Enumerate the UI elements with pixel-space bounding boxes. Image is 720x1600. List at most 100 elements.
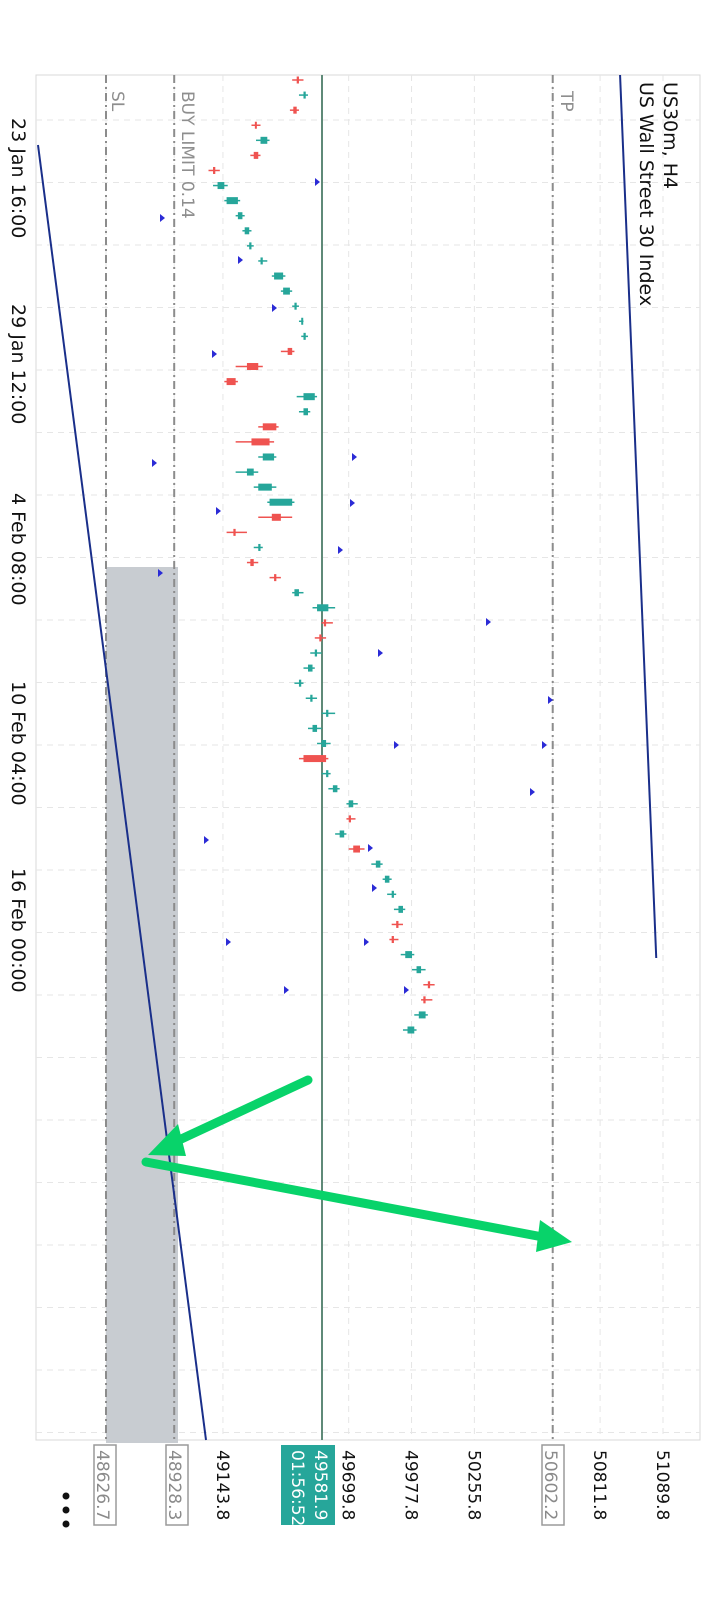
candle (235, 438, 275, 446)
x-axis-tick-label: 29 Jan 12:00 (7, 304, 29, 424)
candle (312, 604, 336, 612)
fractal-marker (378, 649, 383, 657)
fractal-marker (338, 546, 343, 554)
candle (269, 574, 281, 582)
candle (258, 513, 293, 521)
fractal-marker (530, 788, 535, 796)
axes: 49143.8 49699.8 49977.8 50255.8 50811.8 51089… (7, 118, 672, 1520)
candle (391, 920, 403, 928)
candle (400, 951, 415, 959)
candle (246, 559, 259, 567)
candle (251, 121, 261, 129)
fractal-marker (372, 884, 377, 892)
candle (255, 136, 270, 144)
drawn-arrow-up[interactable] (141, 1157, 572, 1252)
buy-limit-price-label: 48928.3 (164, 1450, 184, 1520)
candle (303, 664, 315, 672)
lower-trendline[interactable] (37, 144, 207, 1441)
symbol-description: US Wall Street 30 Index (635, 82, 657, 306)
candle (250, 151, 261, 159)
current-price-tag: 49581.9 01:56:52 (281, 1445, 335, 1526)
fractal-marker (486, 618, 491, 626)
candle (224, 378, 238, 386)
candle (305, 694, 318, 702)
candle (298, 408, 311, 416)
candle (321, 770, 331, 778)
trend-channel (37, 74, 658, 1441)
candle (402, 1026, 417, 1034)
fractal-marker (160, 214, 165, 222)
tp-price-tag[interactable]: 50602.2 (540, 1444, 565, 1526)
candle (253, 543, 263, 551)
candle (292, 589, 304, 597)
fractal-marker (272, 304, 277, 312)
fractal-marker (394, 741, 399, 749)
fractal-marker (216, 507, 221, 515)
candle (387, 890, 397, 898)
fractal-marker (368, 844, 373, 852)
y-axis-tick-label: 50811.8 (589, 1450, 609, 1520)
x-axis-tick-label: 10 Feb 04:00 (7, 681, 29, 806)
candle (382, 875, 392, 883)
y-axis-tick-label: 49699.8 (338, 1450, 358, 1520)
fractal-marker (238, 256, 243, 264)
sl-price-tag[interactable]: 48626.7 (92, 1444, 117, 1526)
y-axis-tick-label: 51089.8 (652, 1450, 672, 1520)
fractal-marker (284, 986, 289, 994)
fractal-marker (212, 350, 217, 358)
candle (235, 212, 245, 220)
more-dots-icon[interactable] (62, 1492, 70, 1528)
upper-trendline[interactable] (619, 74, 658, 959)
candle (346, 815, 356, 823)
candle (321, 619, 333, 627)
candle (280, 287, 293, 295)
current-price-label: 49581.9 (310, 1450, 330, 1520)
candles (152, 76, 553, 1034)
candle (258, 453, 277, 461)
candle (423, 981, 435, 989)
candle (267, 498, 295, 506)
y-axis-tick-label: 50255.8 (463, 1450, 483, 1520)
pending-order-zone (106, 567, 178, 1443)
candle (298, 755, 329, 763)
candle (213, 182, 228, 190)
candle (298, 91, 309, 99)
fractal-marker (226, 938, 231, 946)
fractal-marker (204, 836, 209, 844)
candle (235, 468, 259, 476)
drawn-arrow-down[interactable] (148, 1075, 313, 1156)
candle (301, 332, 309, 340)
buy-limit-price-tag[interactable]: 48928.3 (164, 1444, 189, 1526)
x-axis-tick-label: 16 Feb 00:00 (7, 868, 29, 993)
fractal-marker (315, 178, 320, 186)
x-axis-tick-label: 23 Jan 16:00 (7, 118, 29, 238)
candle (298, 317, 304, 325)
candle (308, 724, 322, 732)
candle (294, 679, 304, 687)
candle (346, 800, 358, 808)
fractal-marker (158, 569, 163, 577)
x-axis-tick-label: 4 Feb 08:00 (7, 493, 29, 606)
fractal-marker (152, 459, 157, 467)
candle (414, 1011, 428, 1019)
candle (412, 966, 426, 974)
tp-line-label: TP (556, 90, 576, 112)
candle (292, 302, 299, 310)
candle (280, 347, 295, 355)
sl-line-label: SL (107, 91, 127, 112)
candle (253, 483, 277, 491)
candle (328, 785, 340, 793)
candle (292, 76, 304, 84)
candle (289, 106, 299, 114)
candle (296, 393, 318, 401)
candle (393, 905, 406, 913)
candle (314, 634, 327, 642)
fractal-marker (404, 986, 409, 994)
y-axis-tick-label: 49977.8 (401, 1450, 421, 1520)
candle (348, 845, 365, 853)
tp-price-label: 50602.2 (540, 1450, 560, 1520)
candle (321, 709, 336, 717)
candle (310, 649, 322, 657)
candle (258, 423, 279, 431)
